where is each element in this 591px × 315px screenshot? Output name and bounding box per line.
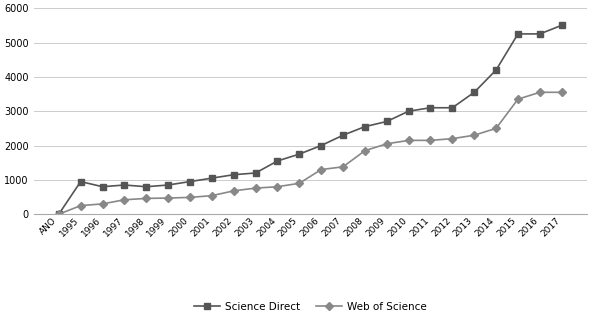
- Science Direct: [558, 23, 565, 27]
- Web of Science: [492, 126, 499, 130]
- Web of Science: [470, 133, 478, 137]
- Science Direct: [274, 159, 281, 163]
- Web of Science: [317, 168, 324, 171]
- Web of Science: [296, 181, 303, 185]
- Web of Science: [339, 165, 346, 169]
- Web of Science: [252, 186, 259, 190]
- Web of Science: [55, 212, 62, 216]
- Web of Science: [514, 97, 521, 101]
- Science Direct: [208, 176, 215, 180]
- Science Direct: [492, 68, 499, 72]
- Science Direct: [470, 90, 478, 94]
- Web of Science: [449, 137, 456, 140]
- Science Direct: [252, 171, 259, 175]
- Web of Science: [77, 204, 84, 208]
- Science Direct: [230, 173, 237, 177]
- Science Direct: [164, 183, 171, 187]
- Science Direct: [361, 125, 368, 129]
- Science Direct: [536, 32, 543, 36]
- Web of Science: [427, 139, 434, 142]
- Web of Science: [558, 90, 565, 94]
- Web of Science: [536, 90, 543, 94]
- Line: Science Direct: Science Direct: [56, 22, 565, 218]
- Science Direct: [121, 183, 128, 187]
- Web of Science: [274, 185, 281, 189]
- Web of Science: [230, 189, 237, 193]
- Web of Science: [405, 139, 412, 142]
- Science Direct: [339, 133, 346, 137]
- Science Direct: [514, 32, 521, 36]
- Legend: Science Direct, Web of Science: Science Direct, Web of Science: [190, 298, 431, 315]
- Science Direct: [77, 180, 84, 183]
- Science Direct: [317, 144, 324, 147]
- Science Direct: [186, 180, 193, 183]
- Web of Science: [186, 196, 193, 199]
- Science Direct: [296, 152, 303, 156]
- Web of Science: [208, 194, 215, 198]
- Science Direct: [55, 212, 62, 216]
- Web of Science: [361, 149, 368, 152]
- Web of Science: [121, 198, 128, 202]
- Web of Science: [99, 202, 106, 206]
- Web of Science: [164, 196, 171, 200]
- Science Direct: [405, 109, 412, 113]
- Science Direct: [427, 106, 434, 110]
- Web of Science: [383, 142, 390, 146]
- Science Direct: [383, 120, 390, 123]
- Science Direct: [142, 185, 150, 189]
- Web of Science: [142, 197, 150, 200]
- Line: Web of Science: Web of Science: [56, 89, 564, 217]
- Science Direct: [449, 106, 456, 110]
- Science Direct: [99, 185, 106, 189]
